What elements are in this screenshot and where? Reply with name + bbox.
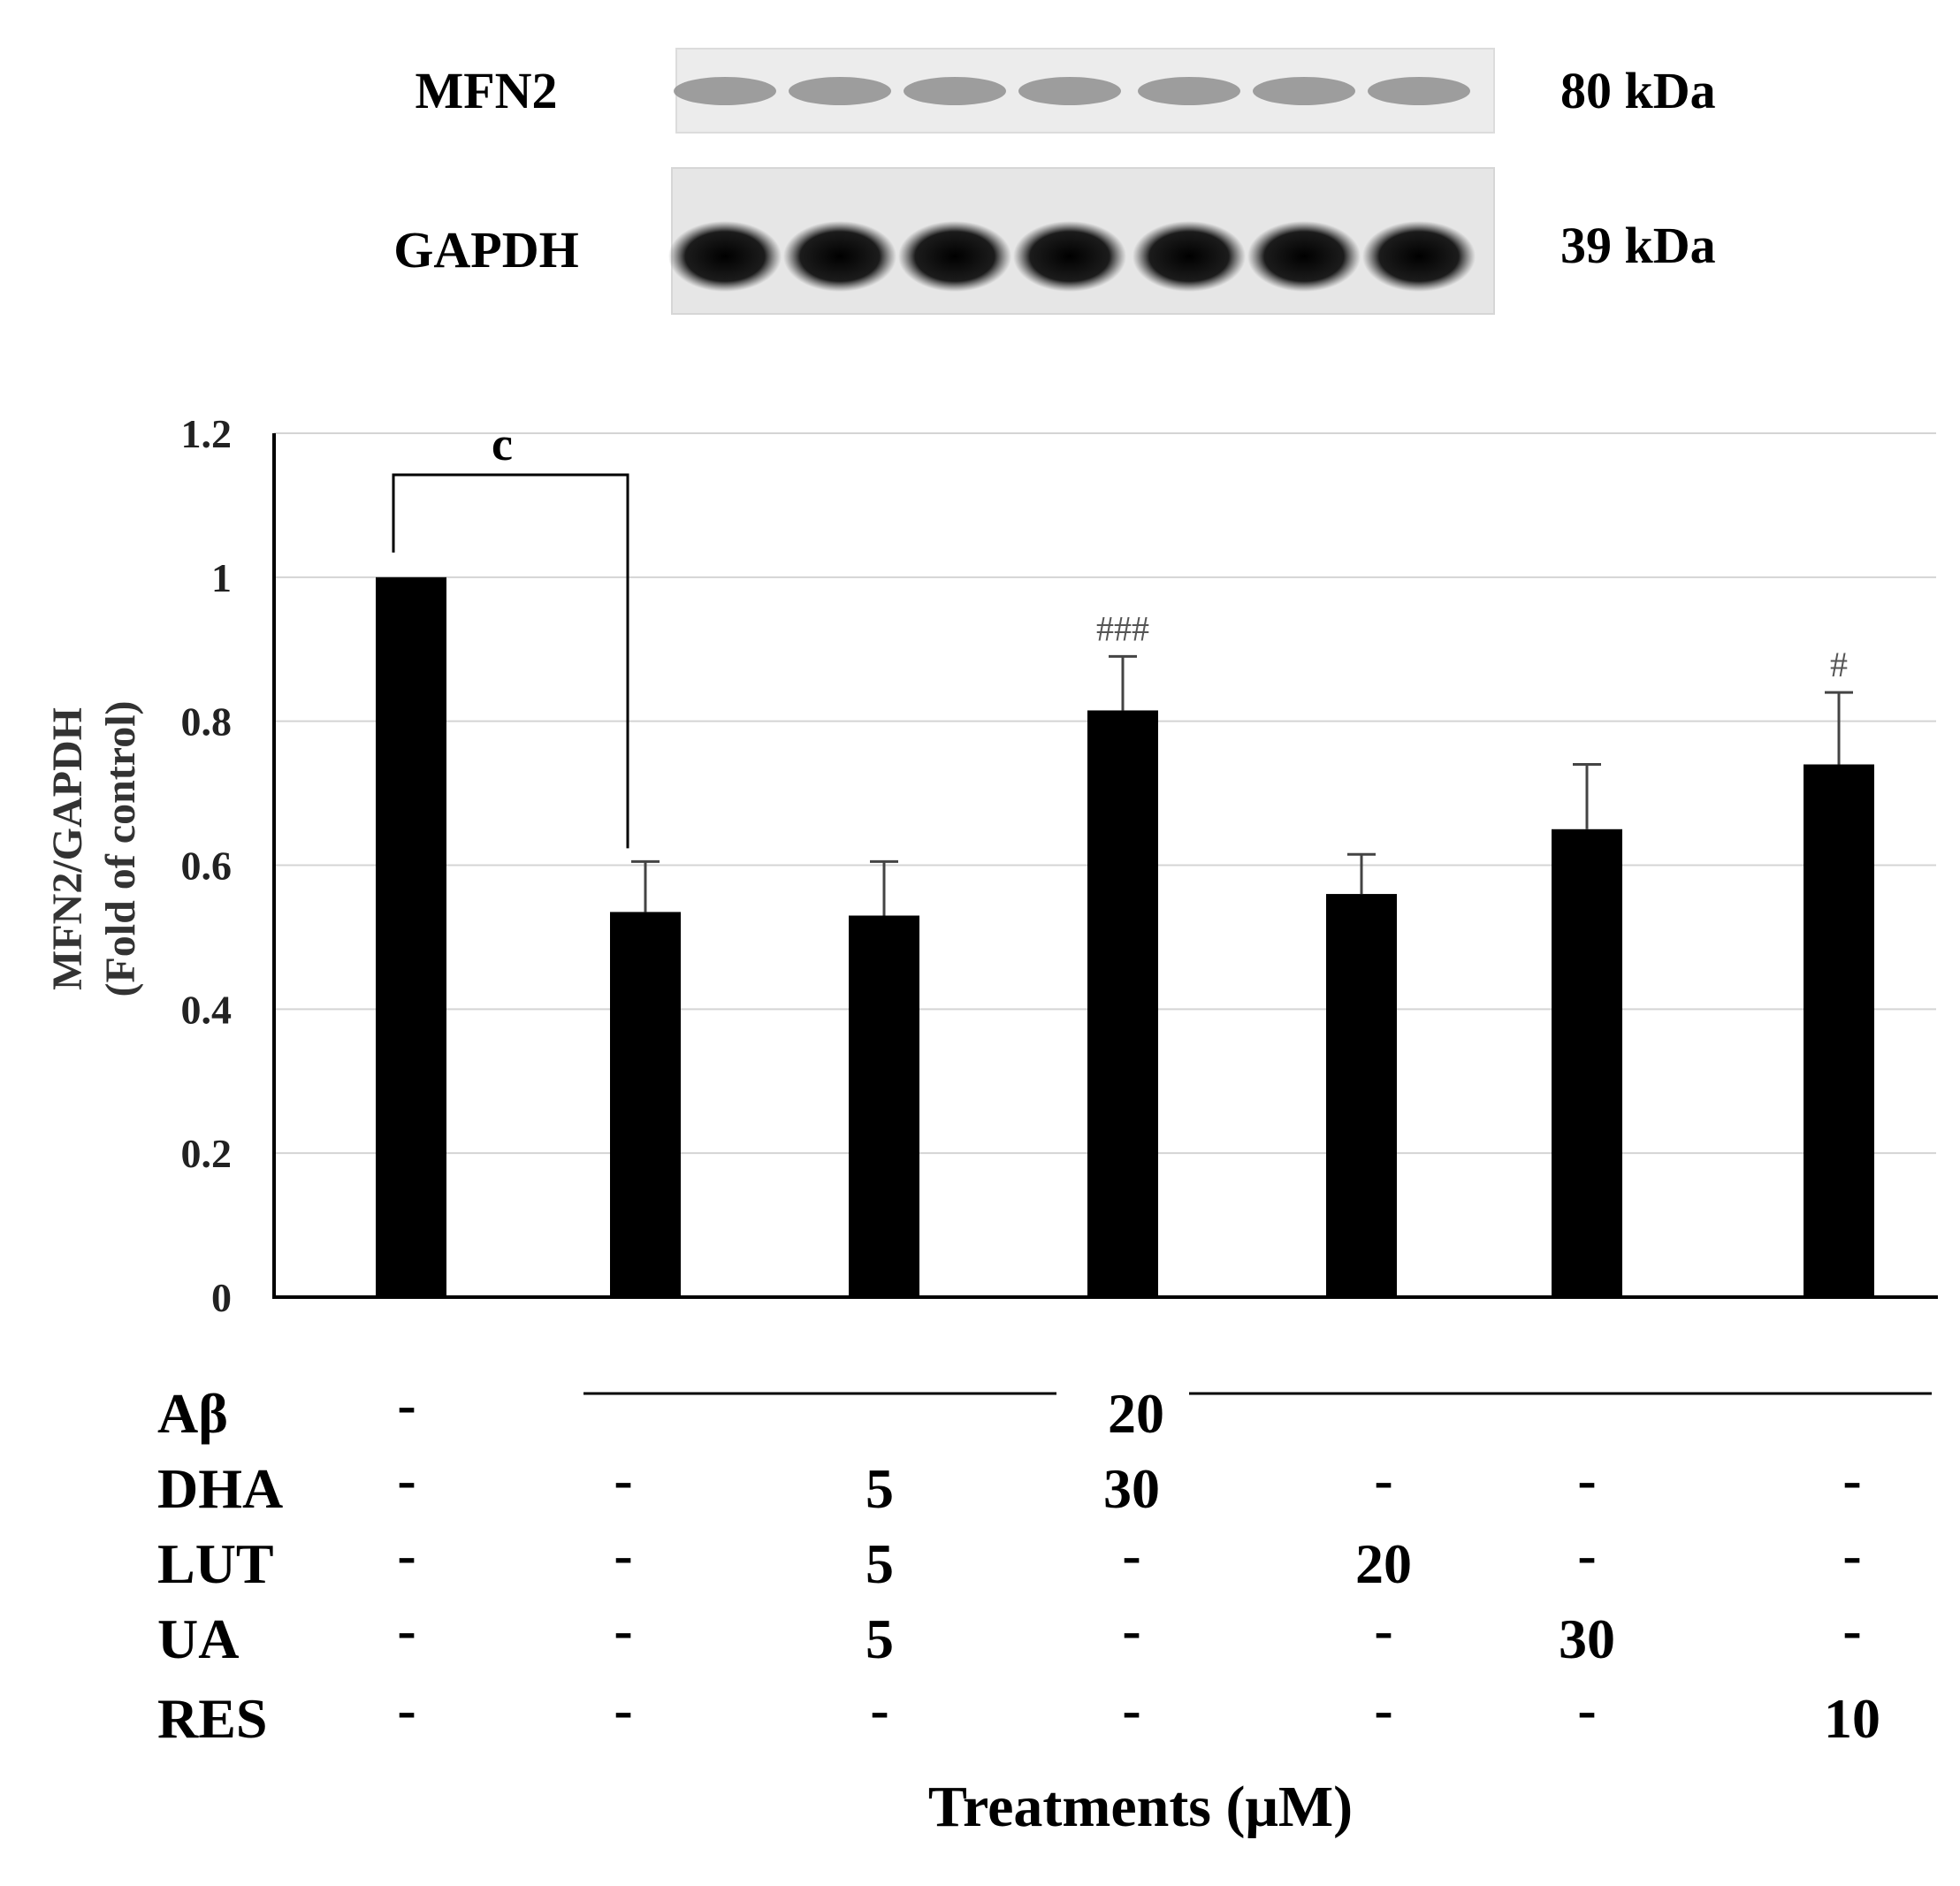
treatment-cell: - xyxy=(1577,1448,1596,1511)
abeta-span-label: 20 xyxy=(1108,1382,1164,1445)
treatment-cell: 30 xyxy=(1103,1457,1160,1520)
bracket-label: c xyxy=(492,417,513,470)
treatment-cell: - xyxy=(1122,1599,1140,1661)
treatment-cell: - xyxy=(397,1523,416,1586)
treatment-row-label: DHA xyxy=(157,1457,283,1520)
blot-size-mfn2: 80 kDa xyxy=(1560,62,1716,119)
blot-label-gapdh: GAPDH xyxy=(393,221,578,279)
bar xyxy=(1552,828,1622,1297)
blot-label-mfn2: MFN2 xyxy=(415,62,557,119)
bar xyxy=(1087,710,1158,1297)
treatment-cell: 20 xyxy=(1355,1532,1412,1595)
bar xyxy=(610,912,681,1297)
treatment-cell: - xyxy=(1374,1448,1392,1511)
blot-band-gapdh xyxy=(783,221,896,292)
treatment-cell: - xyxy=(614,1599,632,1661)
treatment-cell: - xyxy=(1842,1523,1861,1586)
treatment-cell: - xyxy=(1842,1448,1861,1511)
treatment-cell: 5 xyxy=(866,1532,894,1595)
treatment-row-label: LUT xyxy=(157,1532,274,1595)
blot-bands-mfn2 xyxy=(674,77,1470,105)
y-axis-label-line1: MFN2/GAPDH xyxy=(44,707,91,990)
blot-bands-gapdh xyxy=(668,221,1476,292)
significance-marks: #### xyxy=(1096,608,1848,684)
bar xyxy=(1804,764,1874,1297)
blot-band-gapdh xyxy=(668,221,782,292)
y-axis-label-line2: (Fold of control) xyxy=(97,700,144,996)
treatment-cell: - xyxy=(397,1448,416,1511)
treatment-cell: 5 xyxy=(866,1607,894,1670)
treatment-cell: - xyxy=(870,1678,888,1741)
significance-mark: # xyxy=(1830,645,1848,684)
blot-band-gapdh xyxy=(1247,221,1361,292)
y-tick-label: 0 xyxy=(211,1275,232,1320)
bracket-line xyxy=(392,473,629,849)
treatment-cell: - xyxy=(614,1448,632,1511)
blot-band-mfn2 xyxy=(1138,77,1240,105)
blot-band-mfn2 xyxy=(674,77,776,105)
treatment-cell: - xyxy=(1577,1523,1596,1586)
y-tick-label: 0.8 xyxy=(181,699,233,744)
blot-band-mfn2 xyxy=(789,77,891,105)
blot-size-gapdh: 39 kDa xyxy=(1560,217,1716,274)
treatment-cell: - xyxy=(1842,1599,1861,1661)
comparison-bracket: c xyxy=(392,417,629,849)
treatment-cell: - xyxy=(397,1678,416,1741)
treatment-cell: - xyxy=(397,1373,416,1436)
error-bars xyxy=(631,654,1853,916)
treatment-cell: - xyxy=(1122,1523,1140,1586)
treatment-cell: - xyxy=(1374,1599,1392,1661)
treatment-cell: 30 xyxy=(1559,1607,1615,1670)
bar-chart: 00.20.40.60.811.2 #### c MFN2/GAPDH (Fol… xyxy=(44,411,1938,1320)
blot-band-gapdh xyxy=(1013,221,1126,292)
blot-band-mfn2 xyxy=(904,77,1006,105)
bars xyxy=(376,576,1874,1297)
treatment-cell: - xyxy=(1374,1678,1392,1741)
y-tick-label: 0.2 xyxy=(181,1131,233,1176)
bar xyxy=(849,915,919,1297)
treatment-cell: 5 xyxy=(866,1457,894,1520)
y-tick-label: 1.2 xyxy=(181,411,233,456)
treatment-cell: - xyxy=(1122,1678,1140,1741)
y-tick-label: 1 xyxy=(211,555,232,600)
significance-mark: ### xyxy=(1096,608,1149,648)
blot-band-gapdh xyxy=(898,221,1011,292)
treatment-row-label: RES xyxy=(157,1687,268,1750)
blot-band-gapdh xyxy=(1362,221,1476,292)
blot-band-mfn2 xyxy=(1253,77,1355,105)
blot-band-mfn2 xyxy=(1368,77,1470,105)
x-axis-title: Treatments (μM) xyxy=(928,1775,1353,1839)
western-blot: MFN2 GAPDH 80 kDa 39 kDa xyxy=(393,48,1716,315)
treatment-row-label: UA xyxy=(157,1607,239,1670)
y-tick-label: 0.4 xyxy=(181,987,233,1032)
treatment-cell: - xyxy=(614,1678,632,1741)
treatment-row-label: Aβ xyxy=(157,1382,228,1445)
treatment-cell: - xyxy=(614,1523,632,1586)
treatment-cell: - xyxy=(397,1599,416,1661)
bar xyxy=(376,576,446,1297)
y-tick-labels: 0 0.2 0.4 0.6 0.8 1 1.2 xyxy=(181,411,233,1320)
y-tick-label: 0.6 xyxy=(181,844,233,889)
bar xyxy=(1326,894,1397,1297)
blot-band-mfn2 xyxy=(1018,77,1121,105)
treatment-cell: 10 xyxy=(1824,1687,1880,1750)
blot-band-gapdh xyxy=(1133,221,1246,292)
treatment-cell: - xyxy=(1577,1678,1596,1741)
